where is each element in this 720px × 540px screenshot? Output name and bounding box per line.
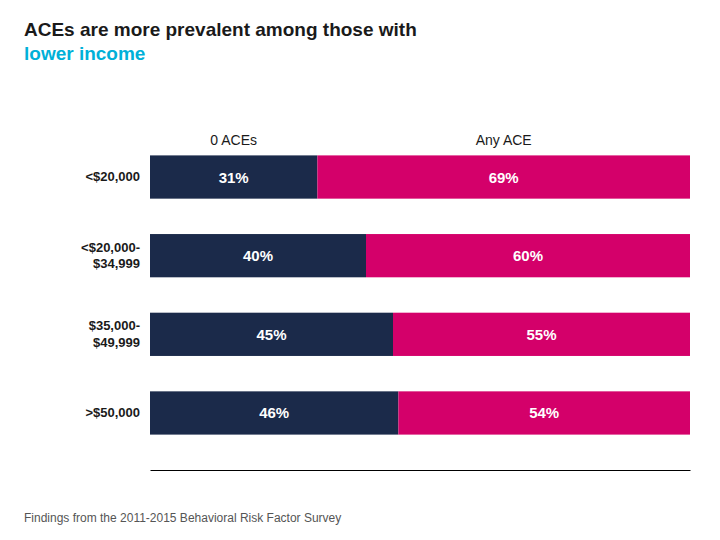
y-axis: <$20,000 <$20,000-$34,999 $35,000- $49,999 >… (81, 169, 140, 420)
bar (150, 155, 317, 198)
y-tick-label-line: $34,999 (93, 256, 140, 271)
y-tick-label: $35,000- $49,999 (89, 318, 140, 349)
y-tick-label-line: <$20,000- (81, 240, 140, 255)
series-headers: 0 ACEs Any ACE (210, 132, 531, 148)
y-tick: $35,000- $49,999 (89, 318, 140, 349)
x-axis-line (151, 470, 691, 471)
bar (393, 313, 690, 356)
data-label: 31% (219, 169, 249, 186)
y-tick-label: <$20,000-$34,999 (81, 240, 140, 271)
title-line: ACEs are more prevalent among those with (24, 19, 417, 40)
y-tick: >$50,000 (85, 405, 140, 420)
title-line: lower income (24, 43, 145, 64)
y-tick-label-line: $49,999 (93, 335, 140, 350)
bars (150, 155, 690, 434)
data-label: 45% (256, 326, 286, 343)
y-tick-label-line: $35,000- (89, 318, 140, 333)
title: ACEs are more prevalent among those with… (24, 19, 417, 64)
y-tick: <$20,000-$34,999 (81, 240, 140, 271)
y-tick-label-line: >$50,000 (85, 405, 140, 420)
data-label: 69% (489, 169, 519, 186)
data-label: 54% (529, 404, 559, 421)
y-tick: <$20,000 (85, 169, 140, 184)
bar (150, 313, 393, 356)
data-labels: 31% 40% 45% 46% 69% 60% 55% 54% (219, 169, 560, 422)
series-header: 0 ACEs (210, 132, 257, 148)
bar (150, 391, 398, 434)
y-tick-label-line: <$20,000 (85, 169, 140, 184)
chart: ACEs are more prevalent among those with… (0, 0, 720, 540)
y-tick-label: >$50,000 (85, 405, 140, 420)
x-axis (151, 470, 691, 471)
bar (150, 234, 366, 277)
data-label: 55% (526, 326, 556, 343)
y-tick-label: <$20,000 (85, 169, 140, 184)
data-label: 40% (243, 247, 273, 264)
data-label: 60% (513, 247, 543, 264)
bar (398, 391, 690, 434)
bar (317, 155, 690, 198)
series-header: Any ACE (476, 132, 532, 148)
footnote: Findings from the 2011-2015 Behavioral R… (24, 511, 341, 525)
plot: 31% 40% 45% 46% 69% 60% 55% 54% 0 ACEs Any ACE <$2… (81, 132, 690, 470)
bar (366, 234, 690, 277)
data-label: 46% (259, 404, 289, 421)
